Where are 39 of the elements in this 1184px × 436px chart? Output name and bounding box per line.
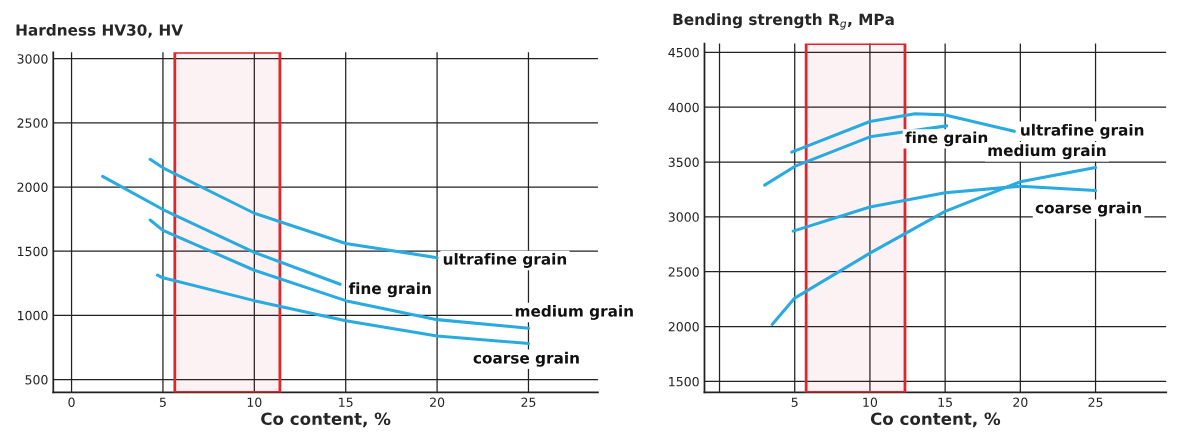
y-tick-label: 3500 xyxy=(668,157,699,167)
series-label: medium grain xyxy=(515,305,633,320)
series-label: fine grain xyxy=(348,282,431,298)
x-axis-title: Co content, % xyxy=(261,412,391,428)
x-tick-label: 25 xyxy=(521,397,536,407)
y-tick-label: 2500 xyxy=(17,118,48,128)
line-series xyxy=(101,174,342,286)
x-tick-label: 15 xyxy=(339,397,353,407)
series-label: coarse grain xyxy=(473,351,579,367)
y-tick-label: 2500 xyxy=(668,267,699,277)
x-tick-label: 20 xyxy=(1013,397,1028,407)
x-tick-label: 20 xyxy=(430,397,445,407)
series-label: ultrafine grain xyxy=(443,252,567,268)
y-axis-title: Hardness HV30, HV xyxy=(16,23,183,38)
series-label: fine grain xyxy=(905,131,988,147)
x-tick-label: 15 xyxy=(938,397,952,407)
y-tick-label: 3000 xyxy=(17,54,48,64)
y-tick-label: 2000 xyxy=(668,322,699,332)
series-label: ultrafine grain xyxy=(1021,123,1144,139)
y-tick-label: 500 xyxy=(25,375,48,385)
x-tick-label: 25 xyxy=(1088,397,1103,407)
y-tick-label: 1500 xyxy=(669,376,699,387)
y-tick-label: 2000 xyxy=(17,182,48,192)
series-label: coarse grain xyxy=(1035,201,1141,217)
x-tick-label: 10 xyxy=(863,397,878,407)
y-tick-label: 4000 xyxy=(668,102,699,113)
y-tick-label: 1500 xyxy=(17,246,48,257)
x-tick-label: 10 xyxy=(247,397,262,407)
y-tick-label: 1000 xyxy=(17,310,48,321)
y-tick-label: 4500 xyxy=(668,47,699,58)
series-label: medium grain xyxy=(988,144,1106,160)
y-axis-title: Bending strength R$_{g}$, MPa xyxy=(673,13,894,30)
x-tick-label: 5 xyxy=(791,397,798,407)
x-tick-label: 5 xyxy=(159,397,166,407)
line-series xyxy=(148,157,439,260)
line-series xyxy=(770,166,1098,326)
x-axis-title: Co content, % xyxy=(870,412,1001,428)
y-tick-label: 3000 xyxy=(668,212,699,222)
x-tick-label: 0 xyxy=(68,397,75,407)
